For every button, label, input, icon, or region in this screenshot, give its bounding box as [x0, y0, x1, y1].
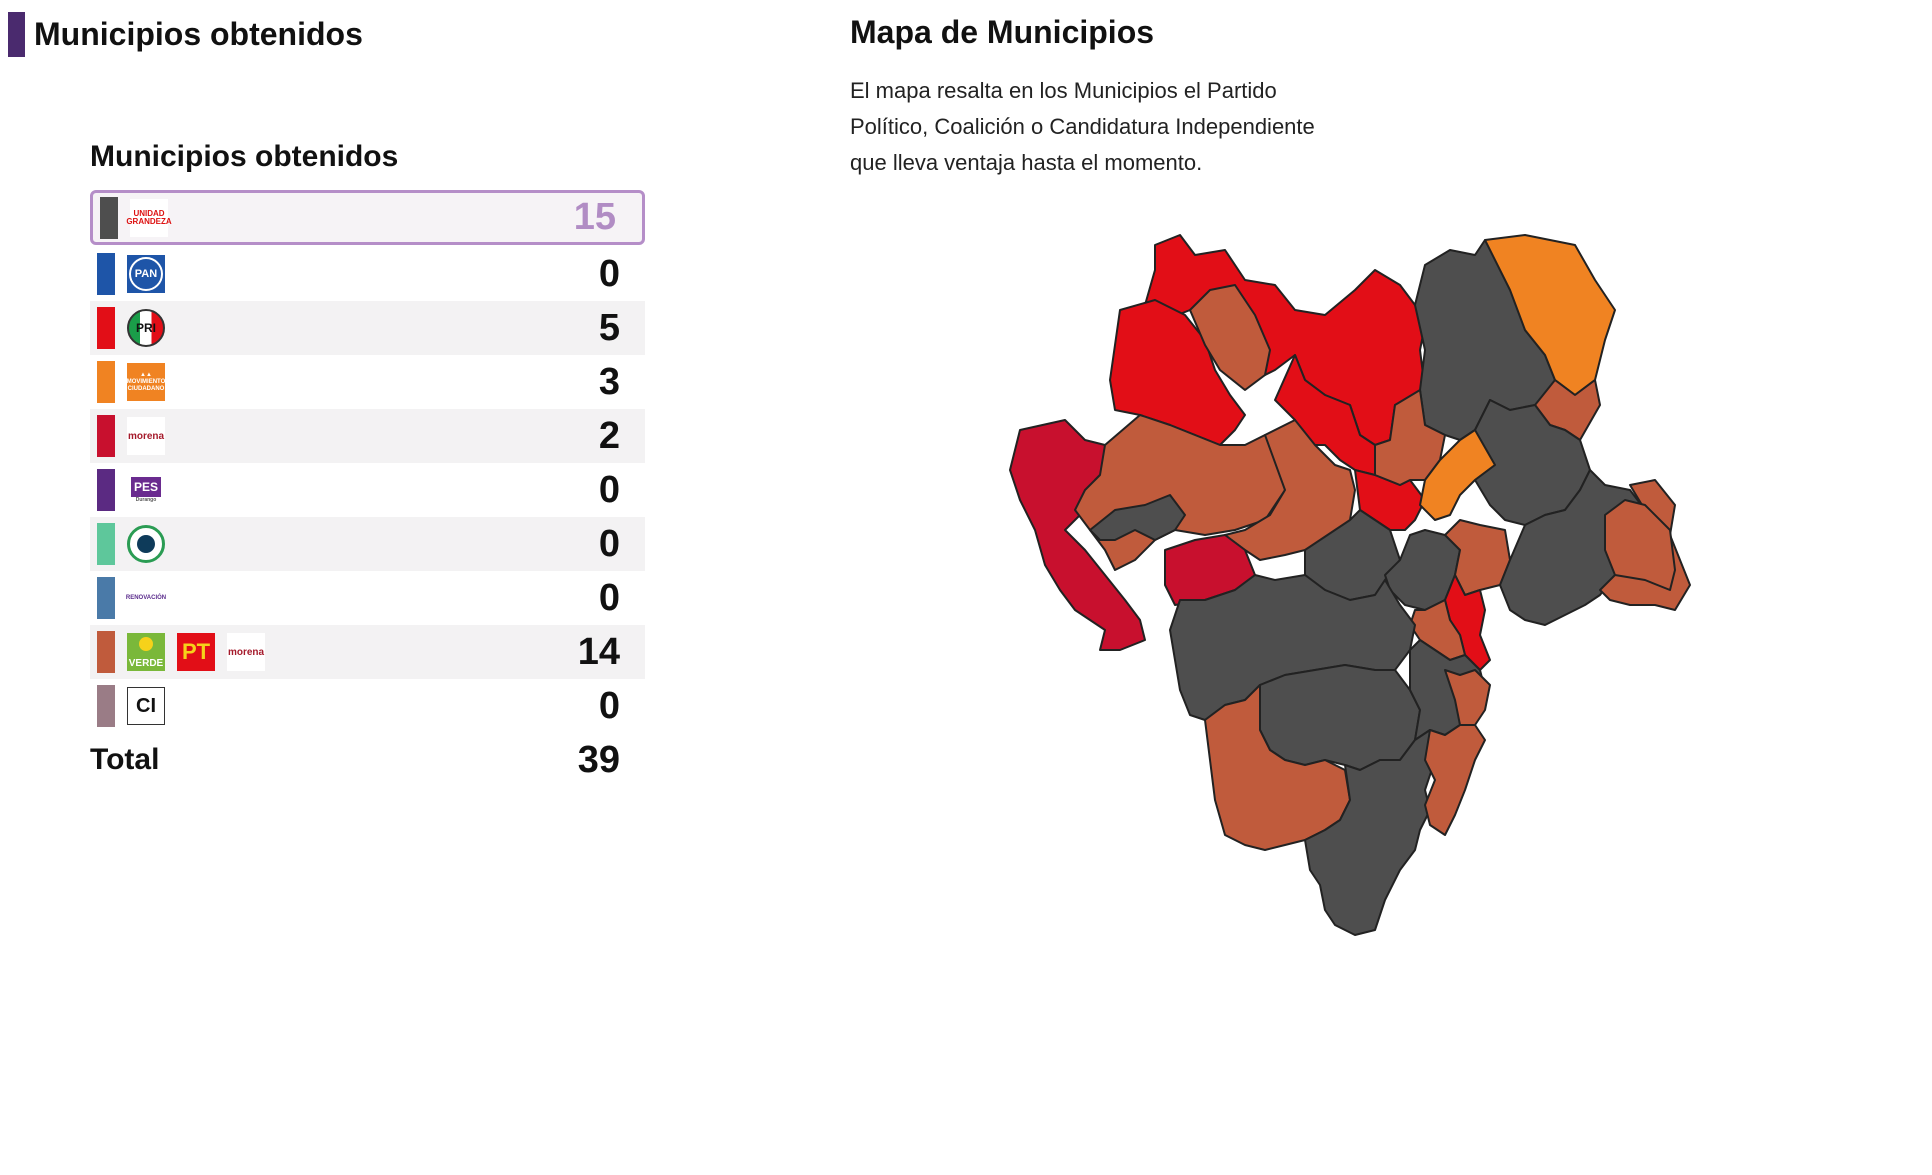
municipality-region[interactable]	[1604, 499, 1676, 591]
party-color-swatch	[97, 253, 115, 295]
logo-pan: PAN	[127, 255, 165, 293]
logo-renovaci-n: RENOVACIÓN	[126, 579, 166, 617]
party-row[interactable]: 0	[90, 517, 645, 571]
party-logos: PAN	[127, 255, 165, 293]
party-row[interactable]: CI 0	[90, 679, 645, 733]
logo-ci: CI	[127, 687, 165, 725]
logo-verde: VERDE	[127, 633, 165, 671]
municipality-region[interactable]	[1444, 669, 1491, 726]
party-logos: UNIDAD GRANDEZA	[126, 198, 172, 237]
map-description: El mapa resalta en los Municipios el Par…	[850, 78, 1315, 175]
municipality-region[interactable]	[1089, 494, 1186, 541]
party-logos: PES Durango	[127, 471, 165, 509]
party-color-swatch	[97, 631, 115, 673]
section-title: Municipios obtenidos	[34, 16, 363, 52]
party-row[interactable]: PRI 5	[90, 301, 645, 355]
party-color-swatch	[97, 685, 115, 727]
party-color-swatch	[97, 307, 115, 349]
municipality-region[interactable]	[1304, 729, 1436, 936]
party-municipality-count: 0	[598, 468, 620, 511]
total-value: 39	[577, 738, 620, 781]
party-color-swatch	[97, 361, 115, 403]
municipality-region[interactable]	[1109, 299, 1246, 446]
party-logos: morena	[127, 417, 165, 455]
party-row[interactable]: morena 2	[90, 409, 645, 463]
map-panel: Mapa de Municipios El mapa resalta en lo…	[850, 14, 1370, 181]
results-panel: Municipios obtenidos UNIDAD GRANDEZA 15 PAN…	[90, 140, 645, 787]
party-municipality-count: 5	[598, 306, 620, 349]
party-municipality-count: 0	[598, 522, 620, 565]
party-municipality-count: 3	[598, 360, 620, 403]
total-label: Total	[90, 743, 160, 776]
party-color-swatch	[97, 469, 115, 511]
logo-movimiento-ciudadano: ▲▲ MOVIMIENTO CIUDADANO	[127, 363, 165, 401]
party-municipality-count: 0	[598, 252, 620, 295]
party-color-swatch	[100, 196, 118, 239]
logo-unidad-grandeza: UNIDAD GRANDEZA	[126, 198, 172, 237]
municipality-region[interactable]	[1419, 429, 1496, 521]
party-municipality-count: 0	[598, 576, 620, 619]
logo-pri: PRI	[127, 309, 165, 347]
party-logos: VERDE PT morena	[127, 633, 265, 671]
party-row[interactable]: UNIDAD GRANDEZA 15	[90, 190, 645, 245]
section-accent-bar	[8, 12, 25, 57]
party-logos: ▲▲ MOVIMIENTO CIUDADANO	[127, 363, 165, 401]
logo-redes-sociales-progresistas	[127, 525, 165, 563]
municipality-region[interactable]	[1259, 664, 1421, 771]
map-title: Mapa de Municipios	[850, 14, 1155, 50]
panel-title: Municipios obtenidos	[90, 140, 399, 173]
municipality-region[interactable]	[1374, 389, 1446, 486]
party-logos: PRI	[127, 309, 165, 347]
party-municipality-count: 0	[598, 684, 620, 727]
party-municipality-count: 15	[573, 196, 616, 238]
party-color-swatch	[97, 415, 115, 457]
logo-pes-durango: PES Durango	[127, 471, 165, 509]
party-row[interactable]: PAN 0	[90, 247, 645, 301]
party-row[interactable]: VERDE PT morena 14	[90, 625, 645, 679]
logo-morena: morena	[127, 417, 165, 455]
party-municipality-count: 2	[598, 414, 620, 457]
results-list: UNIDAD GRANDEZA 15 PAN 0 PRI 5 ▲▲ MOVIMIENTO CIUD…	[90, 190, 645, 733]
municipality-region[interactable]	[1189, 284, 1271, 391]
party-logos	[127, 525, 165, 563]
logo-morena: morena	[227, 633, 265, 671]
logo-pt: PT	[177, 633, 215, 671]
municipality-region[interactable]	[1424, 724, 1486, 836]
total-row: Total 39	[90, 733, 645, 787]
party-row[interactable]: RENOVACIÓN 0	[90, 571, 645, 625]
party-logos: RENOVACIÓN	[126, 579, 166, 617]
party-row[interactable]: PES Durango 0	[90, 463, 645, 517]
party-logos: CI	[127, 687, 165, 725]
map-svg	[1009, 234, 1691, 936]
party-municipality-count: 14	[577, 630, 620, 673]
municipal-map	[1005, 230, 1925, 1170]
party-row[interactable]: ▲▲ MOVIMIENTO CIUDADANO 3	[90, 355, 645, 409]
section-header: Municipios obtenidos	[8, 12, 363, 57]
party-color-swatch	[97, 577, 115, 619]
party-color-swatch	[97, 523, 115, 565]
